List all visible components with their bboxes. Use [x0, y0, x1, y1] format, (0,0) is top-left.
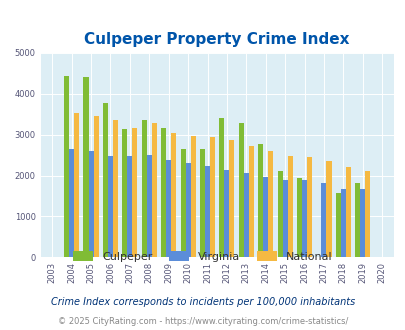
Bar — [354, 182, 359, 257]
Bar — [326, 161, 331, 257]
Bar — [277, 171, 282, 257]
Bar — [151, 123, 156, 257]
Bar — [229, 140, 234, 257]
Text: Crime Index corresponds to incidents per 100,000 inhabitants: Crime Index corresponds to incidents per… — [51, 297, 354, 307]
Bar — [199, 149, 205, 257]
Bar — [258, 144, 262, 257]
Bar — [141, 120, 146, 257]
Bar — [190, 136, 195, 257]
Bar — [243, 173, 248, 257]
Bar — [122, 128, 127, 257]
Bar — [108, 156, 113, 257]
Bar — [161, 128, 166, 257]
Bar — [224, 170, 229, 257]
Bar — [238, 123, 243, 257]
Bar — [219, 118, 224, 257]
Title: Culpeper Property Crime Index: Culpeper Property Crime Index — [84, 32, 349, 48]
Legend: Culpeper, Virginia, National: Culpeper, Virginia, National — [69, 247, 336, 267]
Bar — [345, 167, 350, 257]
Bar — [301, 180, 306, 257]
Bar — [132, 128, 137, 257]
Bar — [171, 133, 176, 257]
Bar — [88, 151, 93, 257]
Bar — [102, 103, 108, 257]
Bar — [69, 149, 74, 257]
Bar — [306, 157, 311, 257]
Bar — [296, 178, 301, 257]
Text: © 2025 CityRating.com - https://www.cityrating.com/crime-statistics/: © 2025 CityRating.com - https://www.city… — [58, 317, 347, 326]
Bar — [127, 156, 132, 257]
Bar — [205, 166, 209, 257]
Bar — [83, 77, 88, 257]
Bar — [74, 114, 79, 257]
Bar — [262, 177, 268, 257]
Bar — [364, 172, 369, 257]
Bar — [248, 146, 253, 257]
Bar — [287, 156, 292, 257]
Bar — [146, 155, 151, 257]
Bar — [282, 180, 287, 257]
Bar — [185, 163, 190, 257]
Bar — [321, 183, 326, 257]
Bar — [209, 137, 215, 257]
Bar — [268, 151, 273, 257]
Bar — [166, 160, 171, 257]
Bar — [340, 189, 345, 257]
Bar — [64, 76, 69, 257]
Bar — [335, 193, 340, 257]
Bar — [180, 149, 185, 257]
Bar — [113, 120, 118, 257]
Bar — [359, 189, 364, 257]
Bar — [93, 116, 98, 257]
